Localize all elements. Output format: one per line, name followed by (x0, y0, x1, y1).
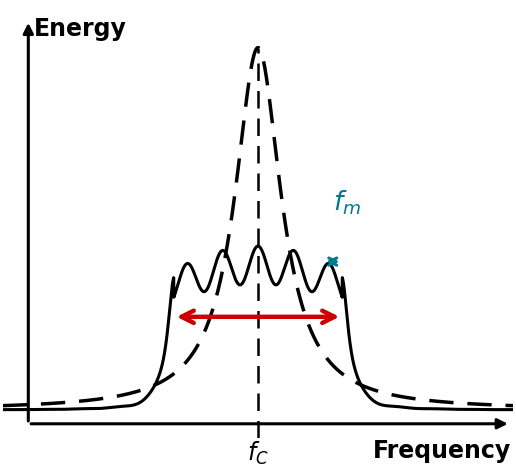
Text: Frequency: Frequency (373, 439, 511, 463)
Text: $f_m$: $f_m$ (333, 188, 361, 217)
Text: Energy: Energy (34, 16, 126, 41)
Text: $f_C$: $f_C$ (247, 439, 269, 467)
